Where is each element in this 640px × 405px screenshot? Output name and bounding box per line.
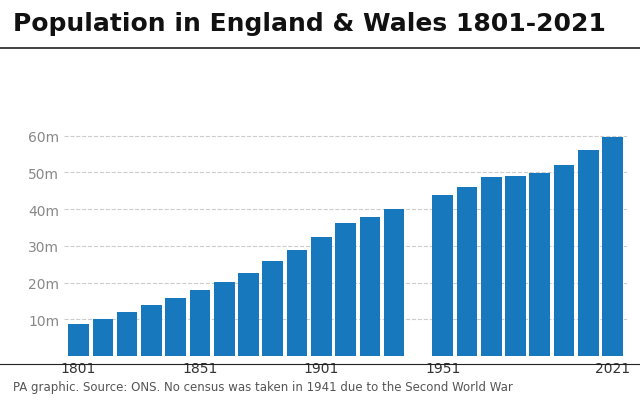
Bar (529, 173, 550, 356)
Text: Population in England & Wales 1801-2021: Population in England & Wales 1801-2021 (13, 12, 605, 36)
Bar (262, 261, 283, 356)
Bar (287, 250, 307, 356)
Bar (141, 305, 162, 356)
Bar (116, 312, 138, 356)
Bar (578, 151, 598, 356)
Bar (360, 217, 380, 356)
Bar (335, 224, 356, 356)
Bar (311, 237, 332, 356)
Bar (165, 298, 186, 356)
Bar (505, 177, 526, 356)
Bar (554, 166, 574, 356)
Bar (93, 319, 113, 356)
Bar (214, 283, 234, 356)
Bar (384, 210, 404, 356)
Bar (189, 291, 211, 356)
Bar (433, 196, 453, 356)
Bar (238, 273, 259, 356)
Text: PA graphic. Source: ONS. No census was taken in 1941 due to the Second World War: PA graphic. Source: ONS. No census was t… (13, 380, 513, 393)
Bar (457, 187, 477, 356)
Bar (602, 138, 623, 356)
Bar (68, 324, 89, 356)
Bar (481, 178, 502, 356)
